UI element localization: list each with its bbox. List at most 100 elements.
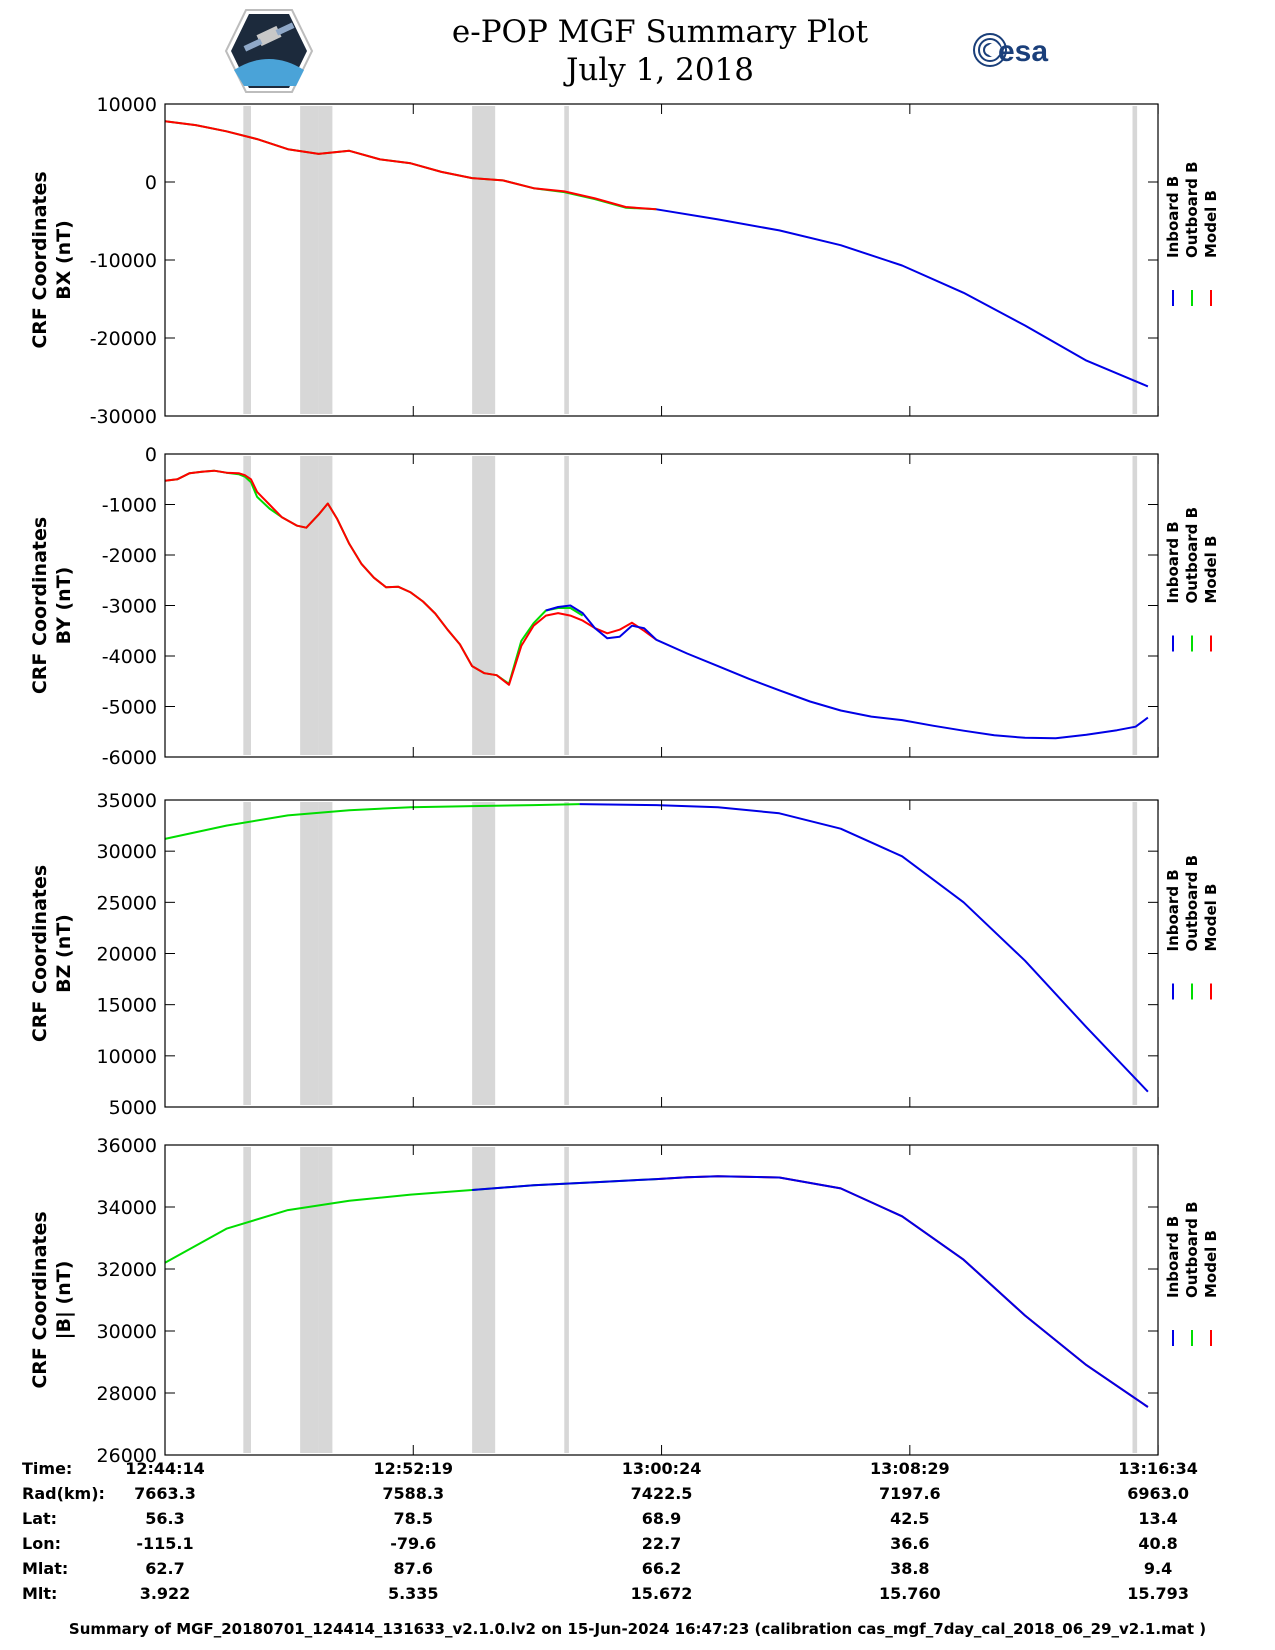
plot-date: July 1, 2018 [566, 52, 754, 88]
legend-label: Model B [1202, 190, 1220, 258]
data-gap-band [1132, 1147, 1138, 1453]
data-gap-band [243, 456, 252, 755]
ephemeris-cell: 13:16:34 [1118, 1459, 1198, 1478]
ephemeris-cell: 7663.3 [134, 1484, 196, 1503]
y-tick-label: 34000 [97, 1197, 157, 1219]
data-gap-band [564, 106, 569, 414]
ephemeris-row: Mlt: 3.922 5.335 15.672 15.760 15.793 [0, 1584, 1275, 1604]
ephemeris-cell: 42.5 [890, 1509, 930, 1528]
y-tick-label: -4000 [102, 646, 157, 668]
data-gap-band [300, 1147, 319, 1453]
ephemeris-row: Time: 12:44:14 12:52:19 13:00:24 13:08:29 13:… [0, 1459, 1275, 1479]
esa-logo-text: esa [998, 35, 1048, 68]
y-axis-label-line: |B| (nT) [53, 1261, 75, 1340]
ephemeris-cell: 13.4 [1138, 1509, 1178, 1528]
y-tick-label: -5000 [102, 697, 157, 719]
legend-label: Inboard B [1164, 869, 1182, 951]
y-axis-label: CRF Coordinates BY (nT) [29, 517, 75, 694]
y-axis-label-line: BY (nT) [53, 567, 75, 645]
legend-label: Model B [1202, 884, 1220, 952]
series-line-inboard-b [656, 208, 1149, 388]
legend-label: Outboard B [1183, 507, 1201, 604]
series-line-model-b [164, 120, 657, 211]
data-gap-band [1132, 106, 1138, 414]
y-tick-label: 25000 [97, 892, 157, 914]
series-line-inboard-b [545, 604, 1149, 740]
ephemeris-row-label: Mlt: [22, 1584, 58, 1603]
data-gap-band [472, 802, 496, 1105]
ephemeris-cell: 78.5 [393, 1509, 433, 1528]
ephemeris-cell: 12:52:19 [373, 1459, 454, 1478]
y-axis-label: CRF Coordinates BX (nT) [29, 171, 75, 348]
ephemeris-row: Mlat: 62.7 87.6 66.2 38.8 9.4 [0, 1559, 1275, 1579]
y-tick-label: 0 [145, 444, 157, 466]
y-axis-label-line: BZ (nT) [53, 914, 75, 993]
y-tick-label: -10000 [90, 250, 157, 272]
ephemeris-row: Lat: 56.3 78.5 68.9 42.5 13.4 [0, 1509, 1275, 1529]
legend-label: Inboard B [1164, 176, 1182, 258]
y-tick-label: 10000 [97, 1046, 157, 1068]
y-tick-label: 35000 [97, 790, 157, 812]
series-line-model-b [164, 469, 657, 686]
y-tick-label: 36000 [97, 1135, 157, 1157]
y-axis-label-line: CRF Coordinates [29, 517, 51, 694]
data-gap-band [472, 106, 496, 414]
ephemeris-row-label: Time: [22, 1459, 73, 1478]
ephemeris-cell: 38.8 [890, 1559, 930, 1578]
series-line-outboard-b [164, 803, 580, 840]
legend-label: Model B [1202, 1230, 1220, 1298]
data-gap-band [1132, 456, 1138, 755]
data-gap-band [318, 456, 333, 755]
ephemeris-cell: 40.8 [1138, 1534, 1178, 1553]
legend-label: Inboard B [1164, 521, 1182, 603]
data-gap-band [472, 1147, 496, 1453]
data-gap-band [1132, 802, 1138, 1105]
y-tick-label: 30000 [97, 1321, 157, 1343]
data-gap-band [300, 106, 319, 414]
y-tick-label: -3000 [102, 596, 157, 618]
y-tick-label: -30000 [90, 406, 157, 428]
data-gap-band [243, 802, 252, 1105]
data-gap-band [243, 1147, 252, 1453]
series-line-outboard-b [164, 1178, 657, 1264]
data-gap-band [472, 456, 496, 755]
y-tick-label: 20000 [97, 944, 157, 966]
data-gap-band [564, 1147, 569, 1453]
ephemeris-cell: 3.922 [139, 1584, 191, 1603]
ephemeris-cell: 7422.5 [630, 1484, 693, 1503]
data-gap-band [300, 456, 319, 755]
ephemeris-cell: 7197.6 [878, 1484, 941, 1503]
ephemeris-cell: 22.7 [641, 1534, 682, 1553]
y-tick-label: 15000 [97, 995, 157, 1017]
y-axis-label: CRF Coordinates |B| (nT) [29, 1211, 75, 1388]
esa-logo: esa [973, 33, 1048, 68]
ephemeris-row-label: Lon: [22, 1534, 61, 1553]
legend-label: Outboard B [1183, 855, 1201, 952]
y-tick-label: 30000 [97, 841, 157, 863]
ephemeris-cell: -79.6 [390, 1534, 437, 1553]
y-axis-label: CRF Coordinates BZ (nT) [29, 865, 75, 1042]
legend-label: Outboard B [1183, 1201, 1201, 1298]
data-gap-band [318, 802, 333, 1105]
y-tick-label: 5000 [109, 1097, 157, 1119]
ephemeris-cell: 68.9 [641, 1509, 682, 1528]
y-tick-label: 10000 [97, 94, 157, 116]
series-line-inboard-b [579, 803, 1149, 1093]
ephemeris-cell: 87.6 [393, 1559, 433, 1578]
ephemeris-cell: 15.672 [630, 1584, 693, 1603]
footer-caption: Summary of MGF_20180701_124414_131633_v2… [68, 1620, 1207, 1638]
data-gap-band [564, 802, 569, 1105]
y-tick-label: 28000 [97, 1383, 157, 1405]
ephemeris-row: Lon: -115.1 -79.6 22.7 36.6 40.8 [0, 1534, 1275, 1554]
ephemeris-cell: 7588.3 [382, 1484, 445, 1503]
ephemeris-cell: 13:00:24 [621, 1459, 702, 1478]
ephemeris-cell: 15.760 [878, 1584, 941, 1603]
data-gap-band [300, 802, 319, 1105]
y-axis-label-line: CRF Coordinates [29, 171, 51, 348]
data-gap-band [243, 106, 252, 414]
y-tick-label: 32000 [97, 1259, 157, 1281]
plot-title: e-POP MGF Summary Plot [451, 14, 869, 50]
ephemeris-row: Rad(km): 7663.3 7588.3 7422.5 7197.6 6963.0 [0, 1484, 1275, 1504]
ephemeris-row-label: Mlat: [22, 1559, 69, 1578]
